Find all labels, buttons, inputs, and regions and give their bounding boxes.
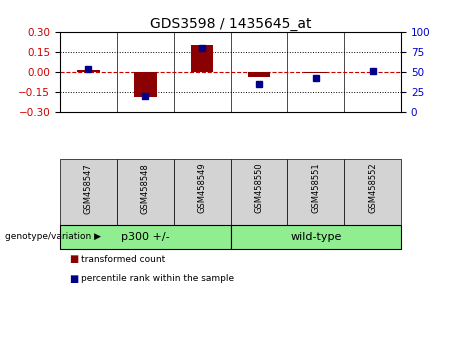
Text: GSM458551: GSM458551 [311, 163, 320, 213]
Text: percentile rank within the sample: percentile rank within the sample [81, 274, 234, 284]
Bar [304, 72, 327, 73]
Text: wild-type: wild-type [290, 232, 342, 242]
Text: GSM458550: GSM458550 [254, 163, 263, 213]
Text: GSM458549: GSM458549 [198, 163, 207, 213]
Text: ■: ■ [69, 274, 78, 284]
Text: GSM458548: GSM458548 [141, 163, 150, 213]
Text: GSM458552: GSM458552 [368, 163, 377, 213]
Text: genotype/variation ▶: genotype/variation ▶ [5, 232, 100, 241]
Bar [134, 72, 157, 97]
Text: GSM458547: GSM458547 [84, 163, 93, 213]
Bar [248, 72, 270, 77]
Text: p300 +/-: p300 +/- [121, 232, 170, 242]
Text: ■: ■ [69, 255, 78, 264]
Bar [77, 70, 100, 72]
Bar [191, 45, 213, 72]
Title: GDS3598 / 1435645_at: GDS3598 / 1435645_at [150, 17, 311, 31]
Text: transformed count: transformed count [81, 255, 165, 264]
